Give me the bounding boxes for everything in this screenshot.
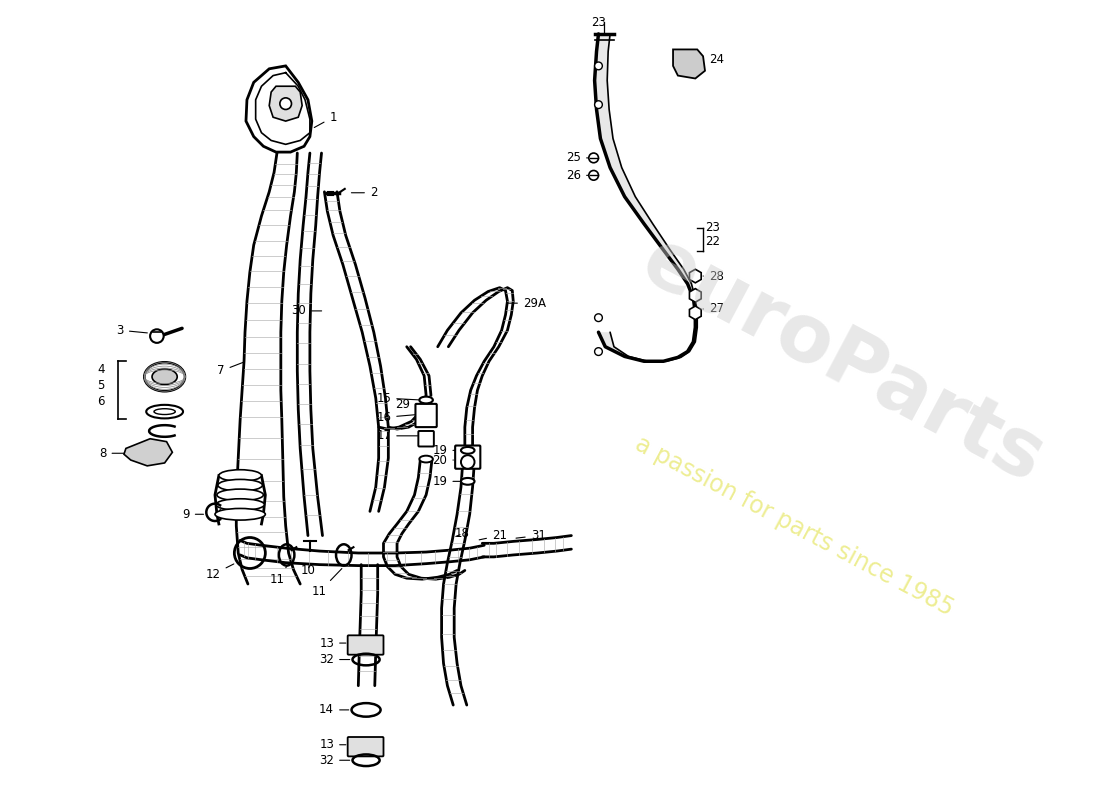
Text: 29A: 29A — [508, 297, 546, 310]
Circle shape — [461, 455, 474, 469]
Ellipse shape — [154, 409, 175, 414]
Text: 13: 13 — [319, 738, 345, 751]
Polygon shape — [595, 34, 697, 362]
Text: 11: 11 — [312, 569, 342, 598]
Text: 3: 3 — [117, 324, 147, 337]
Text: 32: 32 — [319, 754, 350, 766]
Circle shape — [279, 98, 292, 110]
FancyBboxPatch shape — [348, 635, 384, 654]
Ellipse shape — [218, 479, 263, 491]
Circle shape — [595, 348, 603, 355]
Polygon shape — [690, 306, 701, 320]
Text: 25: 25 — [566, 151, 588, 164]
Text: 4: 4 — [97, 362, 104, 375]
Text: 32: 32 — [319, 653, 350, 666]
Polygon shape — [124, 438, 173, 466]
Text: 9: 9 — [183, 508, 204, 521]
FancyBboxPatch shape — [418, 431, 433, 446]
Text: 20: 20 — [432, 454, 453, 466]
Ellipse shape — [217, 489, 263, 501]
Text: 30: 30 — [292, 305, 321, 318]
Text: 31: 31 — [516, 529, 546, 542]
Ellipse shape — [214, 509, 265, 520]
FancyBboxPatch shape — [416, 404, 437, 427]
Ellipse shape — [144, 362, 185, 391]
Text: 1: 1 — [315, 110, 337, 127]
Text: 15: 15 — [376, 391, 418, 405]
Text: 23: 23 — [705, 221, 719, 234]
Text: 21: 21 — [480, 529, 507, 542]
Text: 28: 28 — [703, 270, 724, 282]
Text: 11: 11 — [270, 566, 287, 586]
Text: 2: 2 — [351, 186, 377, 199]
FancyBboxPatch shape — [348, 737, 384, 756]
Text: 5: 5 — [97, 379, 104, 392]
Text: 13: 13 — [319, 637, 345, 650]
Text: 12: 12 — [206, 564, 234, 581]
Circle shape — [588, 153, 598, 162]
Text: 19: 19 — [432, 444, 460, 457]
Circle shape — [150, 330, 164, 343]
Polygon shape — [246, 66, 311, 152]
Ellipse shape — [419, 456, 433, 462]
Polygon shape — [270, 86, 302, 121]
Text: 8: 8 — [99, 446, 127, 460]
Text: 29: 29 — [395, 398, 417, 411]
Ellipse shape — [219, 470, 262, 482]
Polygon shape — [690, 270, 701, 283]
Text: a passion for parts since 1985: a passion for parts since 1985 — [630, 431, 957, 620]
Circle shape — [595, 314, 603, 322]
Circle shape — [595, 62, 603, 70]
Ellipse shape — [461, 478, 474, 485]
Polygon shape — [673, 50, 705, 78]
FancyBboxPatch shape — [455, 446, 481, 469]
Text: 10: 10 — [300, 564, 316, 577]
Text: 17: 17 — [376, 430, 418, 442]
Polygon shape — [690, 289, 701, 302]
Text: euroParts: euroParts — [628, 222, 1057, 500]
Text: 23: 23 — [591, 16, 606, 29]
Text: 27: 27 — [703, 302, 724, 315]
Text: 19: 19 — [432, 475, 460, 488]
Text: 7: 7 — [217, 362, 243, 378]
Text: 22: 22 — [705, 234, 720, 248]
Text: 24: 24 — [703, 53, 724, 66]
Ellipse shape — [419, 397, 433, 403]
Text: 16: 16 — [376, 411, 415, 424]
Ellipse shape — [461, 447, 474, 454]
Circle shape — [588, 170, 598, 180]
Text: 26: 26 — [566, 169, 588, 182]
Ellipse shape — [152, 369, 177, 385]
Ellipse shape — [146, 405, 183, 418]
Text: 6: 6 — [97, 395, 104, 409]
Text: 18: 18 — [455, 527, 470, 540]
Circle shape — [595, 101, 603, 109]
Ellipse shape — [216, 498, 264, 510]
Text: 14: 14 — [319, 703, 349, 716]
